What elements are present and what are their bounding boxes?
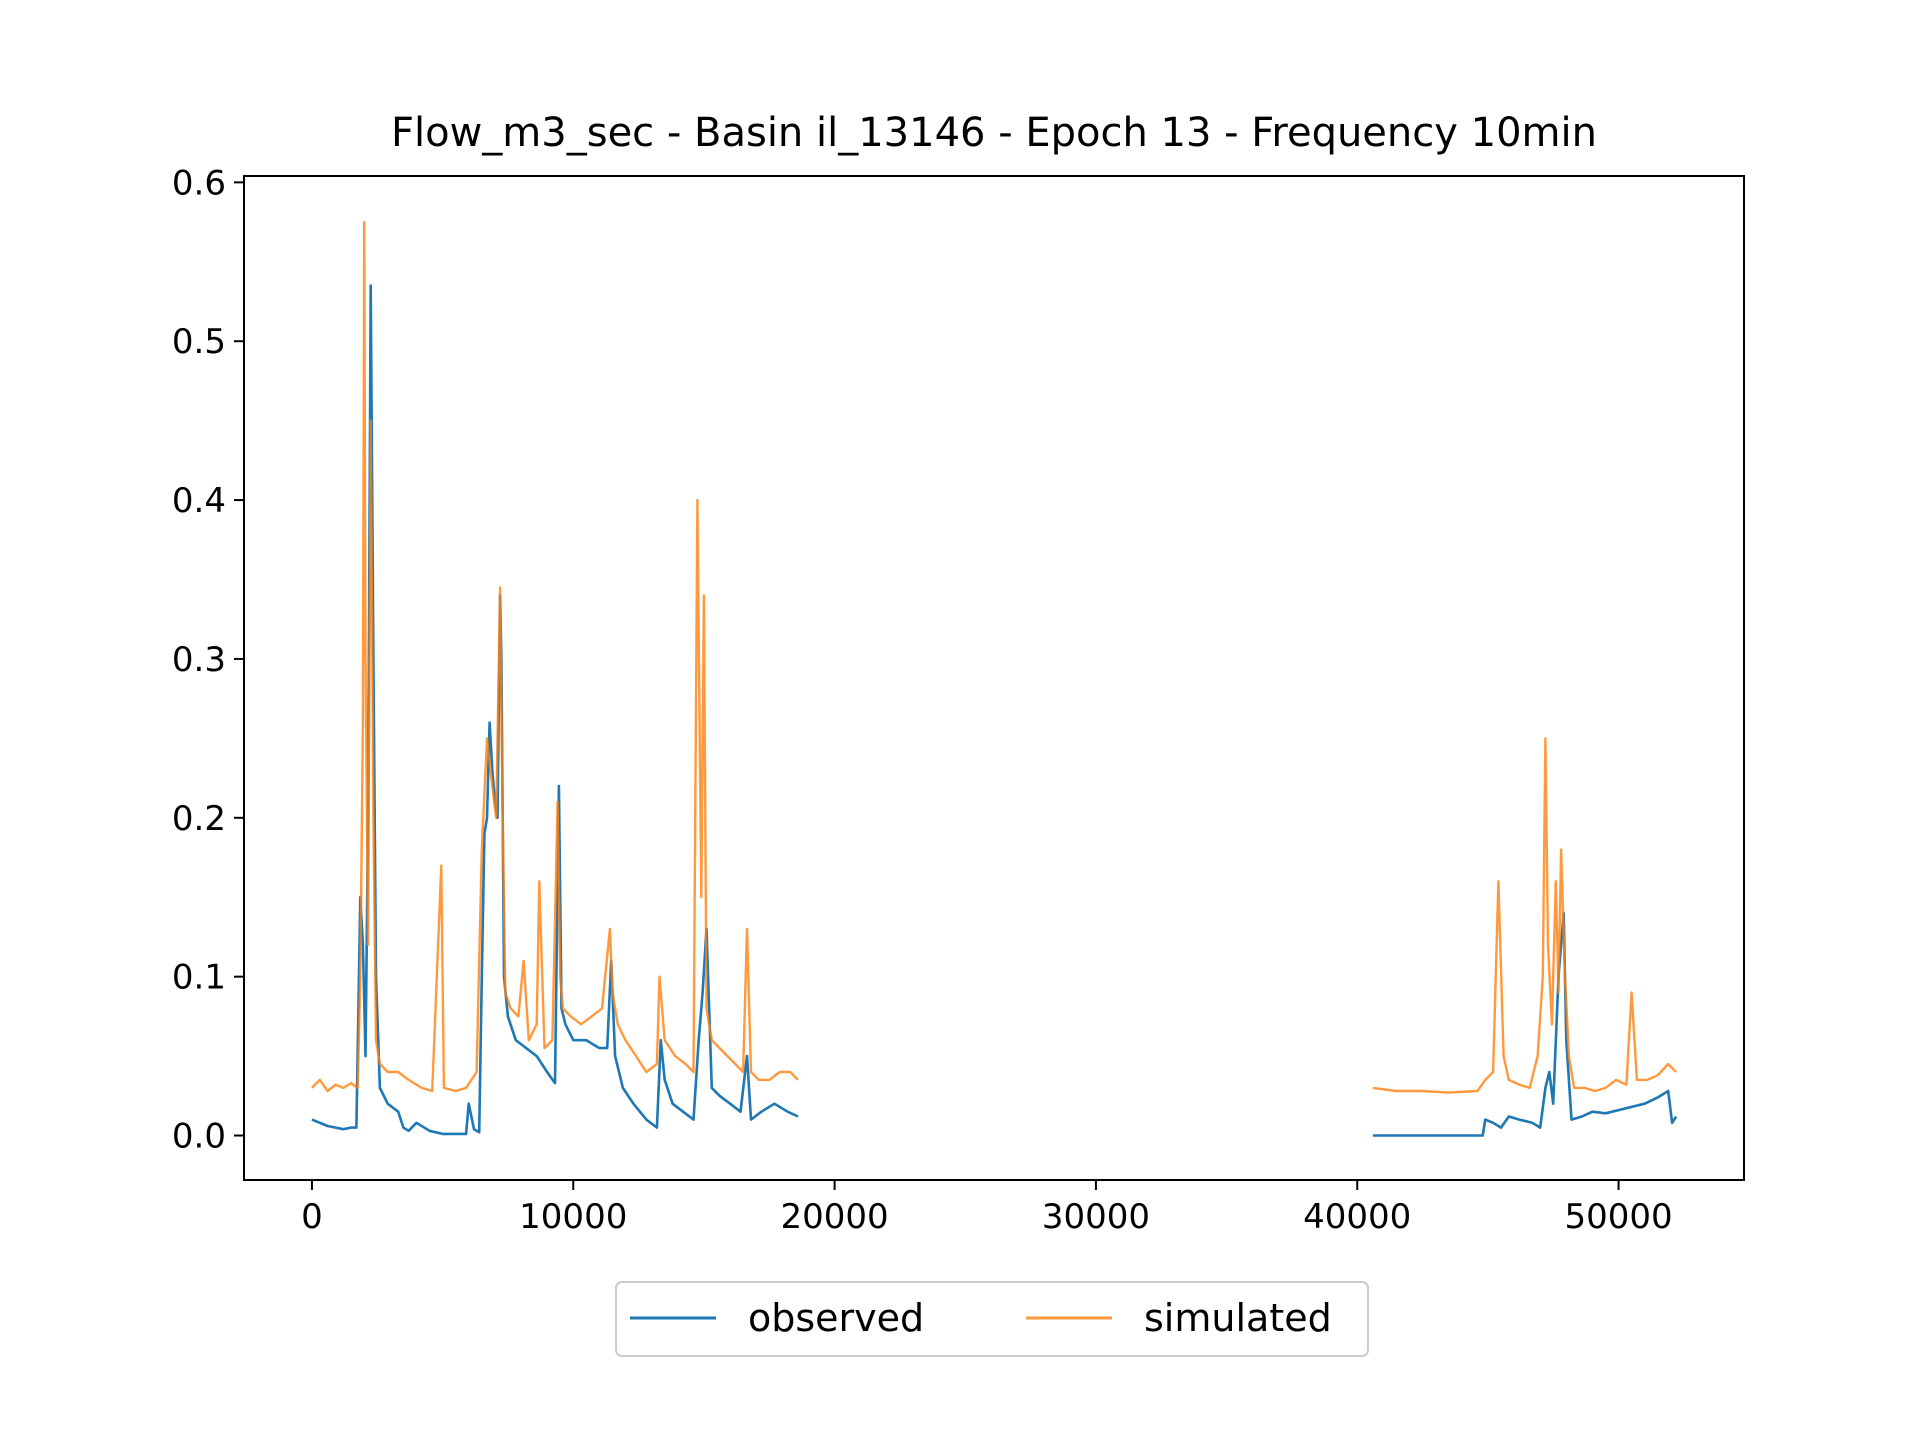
y-tick-label: 0.1 [172, 958, 226, 998]
plot-area-frame [243, 175, 1745, 1181]
legend-label-observed: observed [748, 1296, 924, 1340]
series-line-simulated [311, 220, 1677, 1094]
x-tick-label: 10000 [519, 1197, 627, 1237]
y-tick-label: 0.6 [172, 163, 226, 203]
x-tick-label: 0 [301, 1197, 323, 1237]
legend: observed simulated [615, 1281, 1369, 1357]
x-tick-label: 40000 [1303, 1197, 1411, 1237]
x-tick-label: 30000 [1042, 1197, 1150, 1237]
y-axis: 0.0 0.1 0.2 0.3 0.4 0.5 0.6 [172, 163, 244, 1157]
x-tick-label: 50000 [1564, 1197, 1672, 1237]
legend-box [615, 1281, 1369, 1357]
x-tick-label: 20000 [781, 1197, 889, 1237]
y-tick-label: 0.5 [172, 322, 226, 362]
chart-title: Flow_m3_sec - Basin il_13146 - Epoch 13 … [391, 110, 1597, 156]
series-line-observed [311, 284, 1678, 1137]
y-tick-label: 0.0 [172, 1117, 226, 1157]
y-tick-label: 0.4 [172, 481, 226, 521]
y-tick-label: 0.2 [172, 799, 226, 839]
legend-label-simulated: simulated [1144, 1296, 1332, 1340]
y-tick-label: 0.3 [172, 640, 226, 680]
series-layer [311, 220, 1678, 1137]
x-axis: 0 10000 20000 30000 40000 50000 [301, 1180, 1673, 1237]
